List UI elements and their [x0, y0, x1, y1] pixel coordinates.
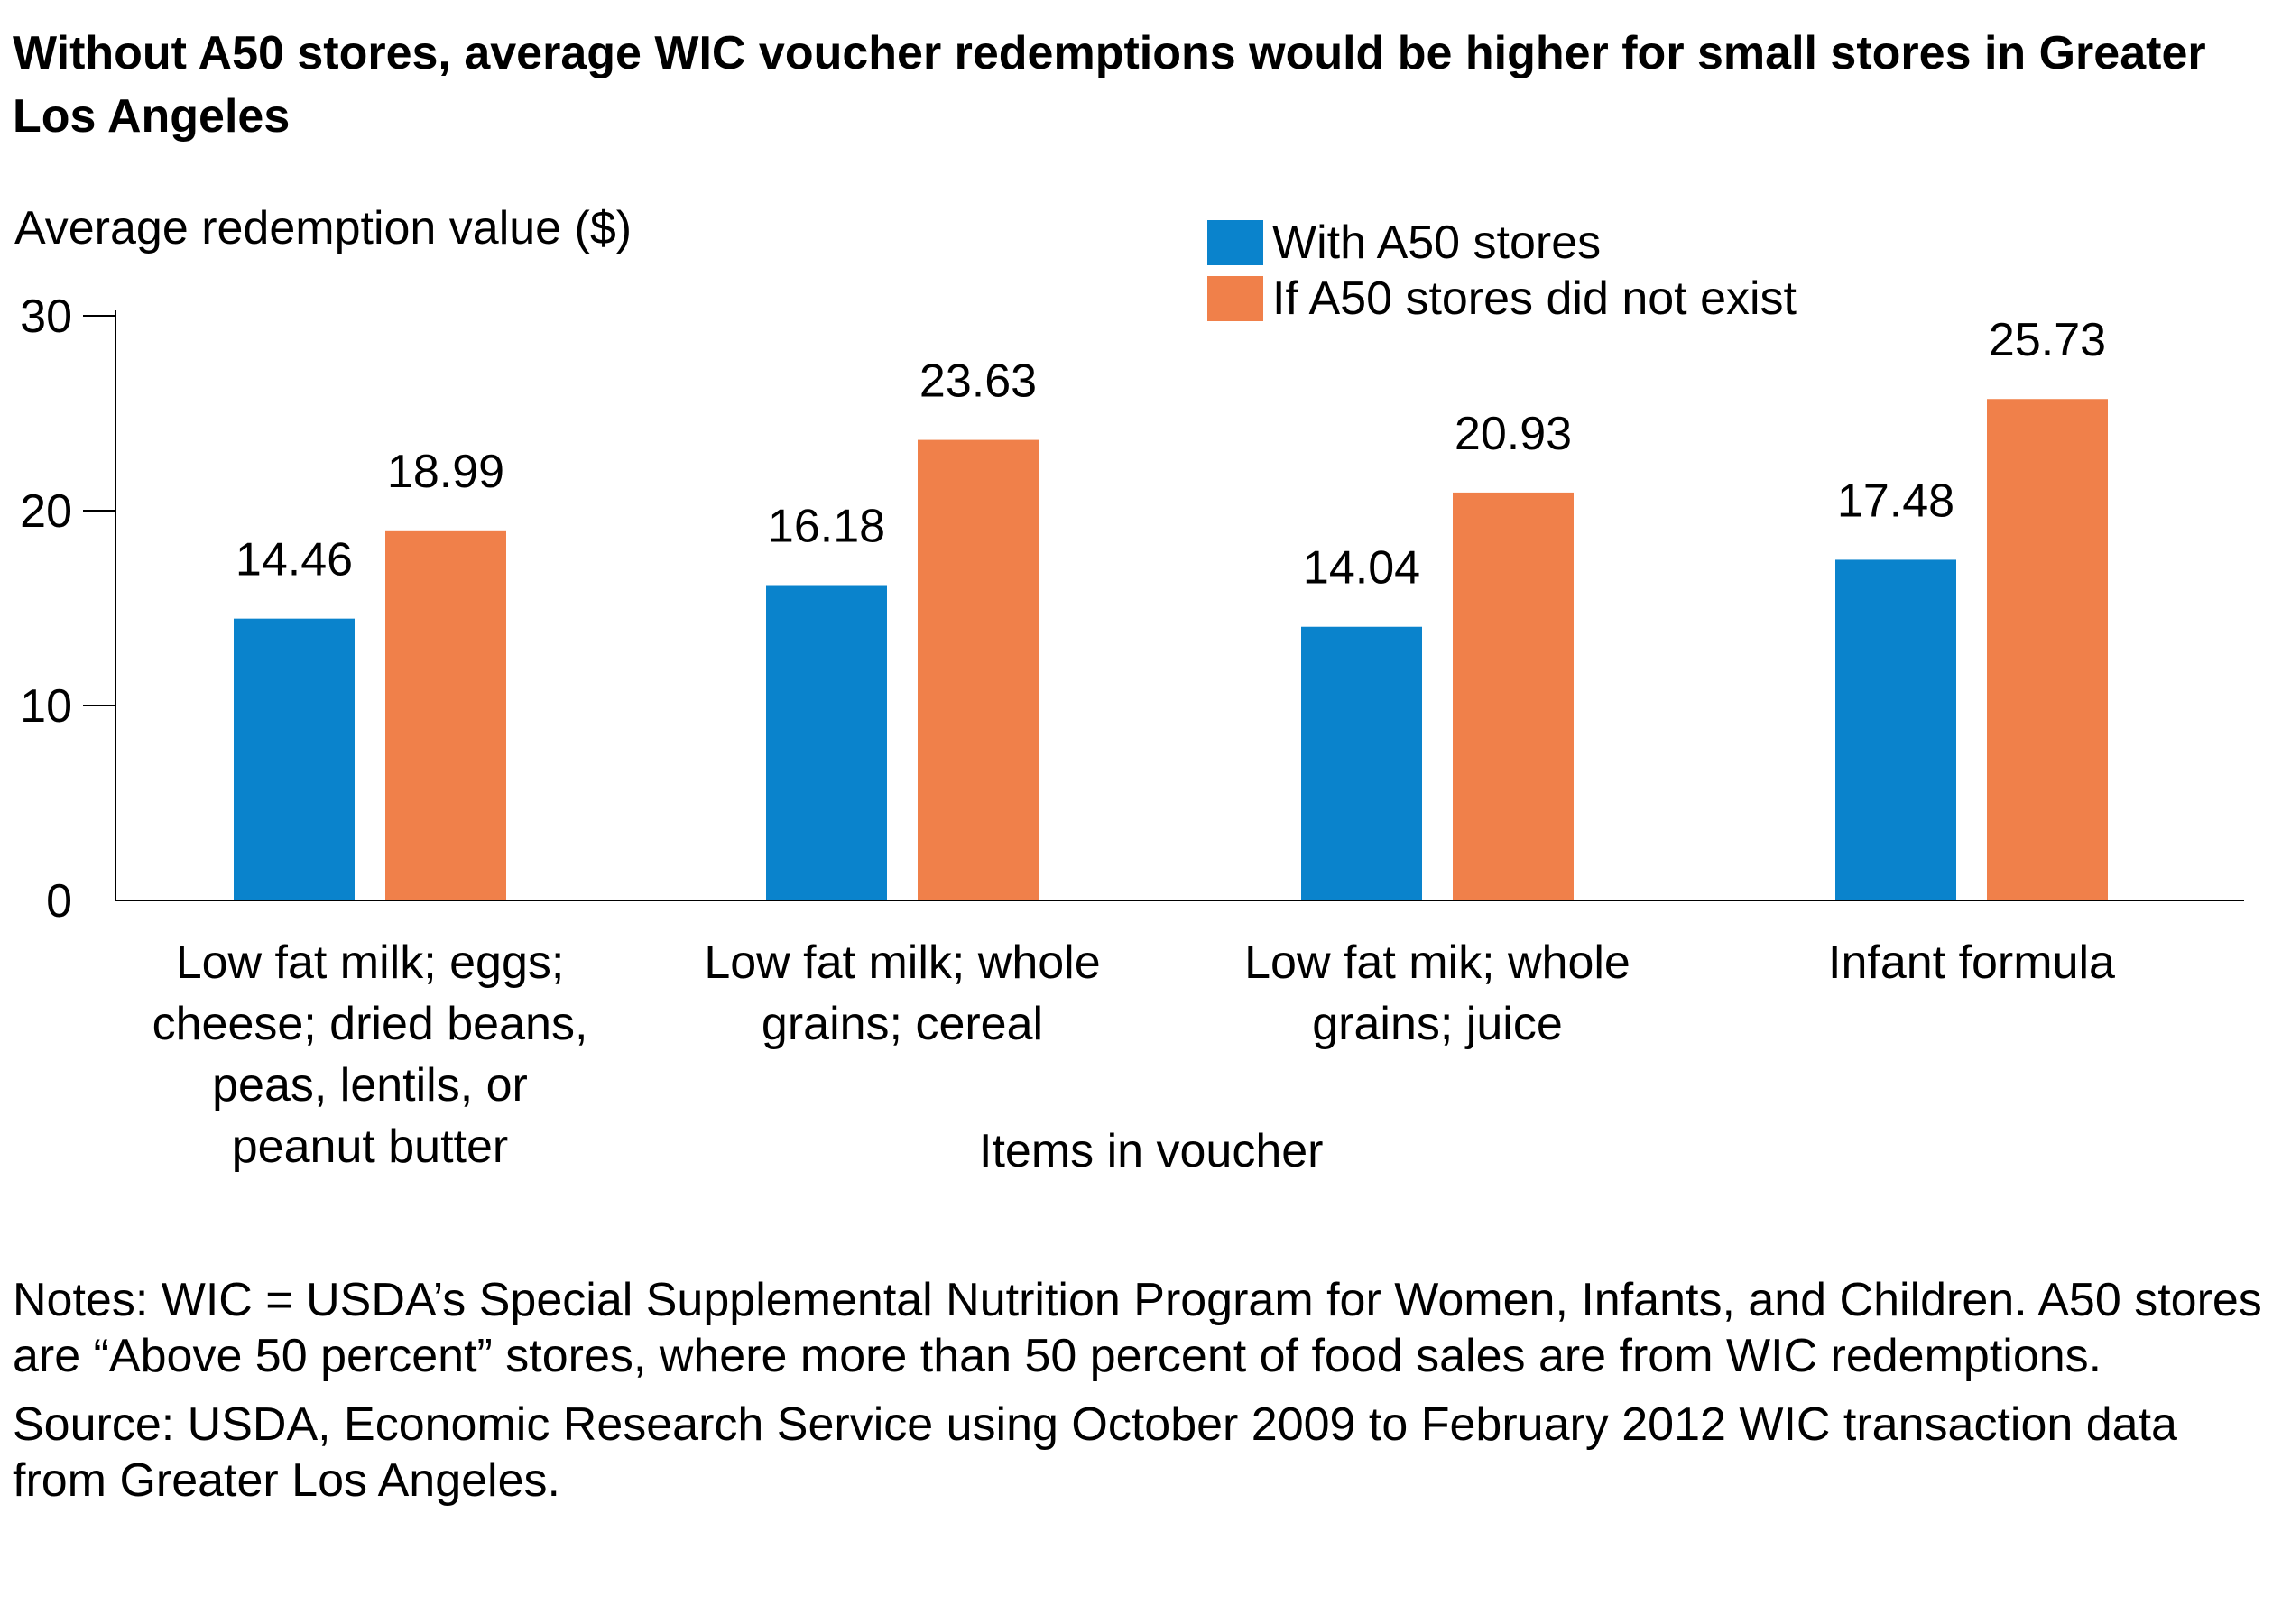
data-label: 14.04: [1303, 542, 1420, 595]
legend-label-without: If A50 stores did not exist: [1272, 272, 1797, 325]
y-tick-label: 10: [20, 680, 72, 733]
bar-without: [1987, 399, 2108, 900]
x-category-label: Low fat milk; eggs; cheese; dried beans, p…: [152, 937, 588, 1173]
bar-with: [1835, 559, 1956, 900]
y-tick-label: 20: [20, 485, 72, 538]
bar-without: [1453, 492, 1574, 900]
chart-title: Without A50 stores, average WIC voucher …: [13, 27, 2206, 143]
data-label: 23.63: [919, 355, 1037, 408]
legend-swatch-with: [1207, 220, 1263, 265]
data-label: 20.93: [1455, 408, 1572, 460]
source-text: Source: USDA, Economic Research Service …: [13, 1398, 2177, 1507]
notes-text: Notes: WIC = USDA’s Special Supplemental…: [13, 1274, 2262, 1382]
legend-item-with: With A50 stores: [1207, 215, 1797, 271]
x-category-label: Low fat mik; whole grains; juice: [1244, 937, 1630, 1050]
y-axis-label: Average redemption value ($): [14, 202, 633, 254]
bar-with: [1301, 626, 1422, 900]
legend-item-without: If A50 stores did not exist: [1207, 271, 1797, 327]
y-tick-label: 30: [20, 291, 72, 343]
x-category-label: Low fat milk; whole grains; cereal: [704, 937, 1100, 1050]
legend: With A50 stores If A50 stores did not ex…: [1207, 215, 1797, 327]
data-label: 25.73: [1989, 314, 2106, 366]
legend-swatch-without: [1207, 276, 1263, 321]
bar-chart: 0 10 20 30 14.46 16.18 14.04 17.48 18.99 23.63 20.…: [20, 291, 2244, 1173]
x-axis-title: Items in voucher: [979, 1125, 1324, 1177]
bar-without: [918, 439, 1039, 900]
x-category-label: Infant formula: [1828, 937, 2115, 989]
bar-without: [385, 530, 506, 900]
legend-label-with: With A50 stores: [1272, 217, 1602, 269]
y-tick-label: 0: [46, 875, 72, 927]
bar-with: [766, 585, 887, 900]
data-label: 17.48: [1837, 475, 1954, 527]
notes: Notes: WIC = USDA’s Special Supplemental…: [13, 1272, 2277, 1521]
bar-with: [234, 618, 355, 900]
data-label: 18.99: [387, 446, 504, 498]
data-label: 14.46: [236, 534, 353, 586]
data-label: 16.18: [768, 501, 885, 553]
